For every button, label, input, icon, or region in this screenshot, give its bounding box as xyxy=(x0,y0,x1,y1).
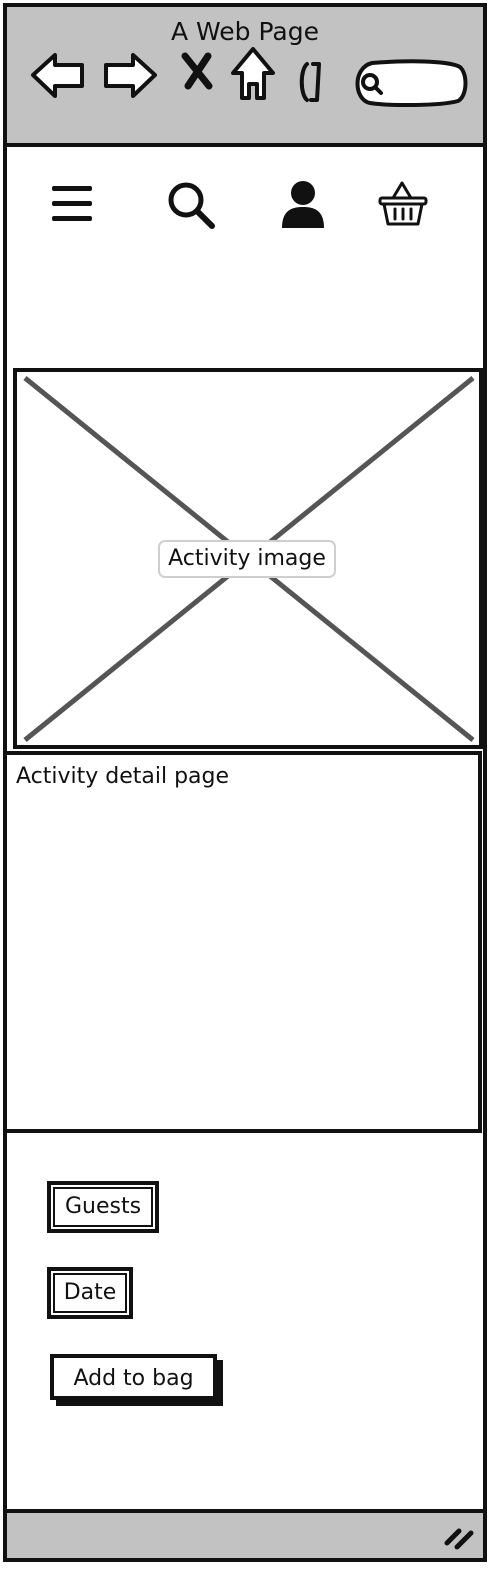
activity-detail-section xyxy=(3,751,482,1133)
back-arrow-icon[interactable] xyxy=(30,52,86,98)
search-icon[interactable] xyxy=(166,180,216,230)
guests-selector[interactable]: Guests xyxy=(47,1181,159,1233)
guests-label: Guests xyxy=(53,1187,153,1227)
forward-arrow-icon[interactable] xyxy=(102,52,158,98)
refresh-icon[interactable] xyxy=(296,60,326,104)
hamburger-menu-icon[interactable] xyxy=(50,184,94,224)
resize-grip-icon[interactable] xyxy=(443,1525,475,1551)
add-to-bag-button[interactable]: Add to bag xyxy=(50,1354,217,1400)
date-label: Date xyxy=(53,1273,127,1313)
home-icon[interactable] xyxy=(230,46,276,102)
activity-image-label: Activity image xyxy=(158,540,336,578)
activity-detail-title: Activity detail page xyxy=(16,764,230,789)
basket-icon[interactable] xyxy=(378,180,428,228)
window-title: A Web Page xyxy=(170,17,320,46)
user-icon[interactable] xyxy=(280,180,326,230)
browser-search-field[interactable] xyxy=(350,58,470,108)
add-to-bag-label: Add to bag xyxy=(73,1366,194,1391)
stop-icon[interactable] xyxy=(180,52,214,90)
date-selector[interactable]: Date xyxy=(47,1267,133,1319)
browser-statusbar xyxy=(3,1509,487,1562)
